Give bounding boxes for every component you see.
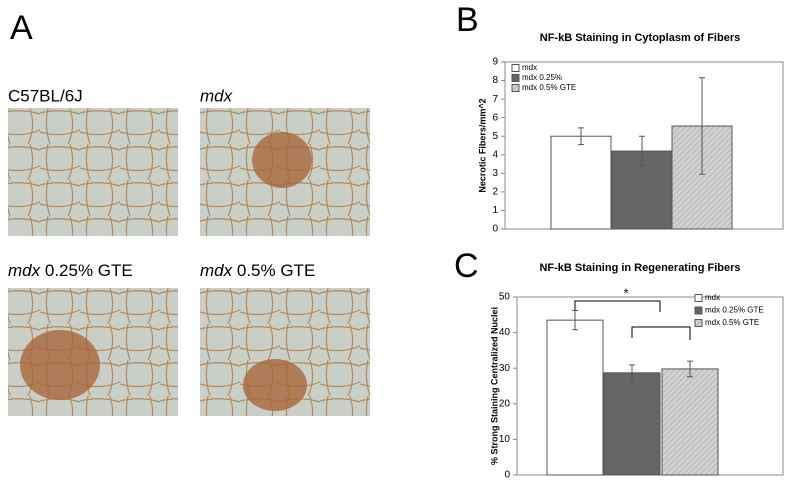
y-tick-label: 0 bbox=[492, 224, 498, 235]
legend-label: mdx 0.5% GTE bbox=[522, 83, 576, 92]
stain bbox=[252, 132, 312, 188]
image-label: mdx bbox=[200, 86, 233, 105]
image-label-text: 0.5% GTE bbox=[237, 261, 315, 280]
y-axis-label: % Strong Staining Centralized Nuclei bbox=[489, 307, 499, 465]
image-label: C57BL/6J bbox=[8, 86, 83, 105]
legend-label: mdx bbox=[522, 63, 537, 72]
error-bar bbox=[639, 135, 645, 167]
error-bar bbox=[578, 127, 584, 146]
legend-swatch bbox=[694, 306, 703, 315]
stain bbox=[243, 359, 307, 411]
bar bbox=[661, 368, 719, 476]
error-bar bbox=[572, 310, 578, 331]
y-tick-label: 5 bbox=[492, 131, 498, 142]
y-tick-label: 20 bbox=[499, 398, 511, 409]
image-label: mdx 0.25% GTE bbox=[8, 261, 133, 280]
legend-label: mdx 0.25% bbox=[522, 73, 562, 82]
error-bar bbox=[687, 360, 693, 378]
y-tick-label: 6 bbox=[492, 112, 498, 123]
legend-label: mdx 0.5% GTE bbox=[705, 318, 759, 327]
error-bar bbox=[699, 77, 705, 175]
bar bbox=[550, 135, 612, 230]
y-tick-label: 1 bbox=[492, 205, 498, 216]
y-tick-label: 2 bbox=[492, 187, 498, 198]
image-label-text: 0.25% GTE bbox=[45, 261, 133, 280]
error-bar bbox=[629, 364, 635, 382]
stain bbox=[20, 330, 100, 400]
bar bbox=[546, 319, 604, 476]
y-tick-label: 0 bbox=[504, 470, 510, 481]
annotation: * bbox=[623, 285, 628, 300]
y-tick-label: 7 bbox=[492, 94, 498, 105]
y-tick-label: 10 bbox=[499, 434, 511, 445]
legend-swatch bbox=[511, 74, 520, 82]
y-tick-label: 50 bbox=[499, 292, 511, 303]
significance-bracket bbox=[574, 300, 691, 340]
legend-swatch bbox=[694, 294, 703, 302]
panel-label: C bbox=[454, 247, 479, 285]
y-tick-label: 3 bbox=[492, 168, 498, 179]
legend-swatch bbox=[511, 84, 520, 92]
legend-label: mdx bbox=[705, 293, 720, 302]
image-label-italic: mdx bbox=[200, 261, 233, 280]
y-tick-label: 9 bbox=[492, 57, 498, 68]
chart-title: NF-kB Staining in Regenerating Fibers bbox=[539, 262, 740, 274]
bar bbox=[603, 372, 661, 476]
panel-label: B bbox=[456, 1, 479, 39]
panel-label: A bbox=[10, 9, 33, 47]
legend-swatch bbox=[694, 319, 703, 327]
legend-label: mdx 0.25% GTE bbox=[705, 306, 764, 315]
image-label: mdx 0.5% GTE bbox=[200, 261, 315, 280]
y-tick-label: 4 bbox=[492, 149, 498, 160]
y-tick-label: 8 bbox=[492, 75, 498, 86]
legend-swatch bbox=[511, 64, 520, 72]
y-tick-label: 40 bbox=[499, 327, 511, 338]
chart-title: NF-kB Staining in Cytoplasm of Fibers bbox=[540, 32, 740, 44]
micrograph bbox=[8, 108, 178, 236]
y-tick-label: 30 bbox=[499, 363, 511, 374]
image-label-italic: mdx bbox=[8, 261, 41, 280]
y-axis-label: Necrotic Fibers/mm^2 bbox=[477, 98, 487, 192]
